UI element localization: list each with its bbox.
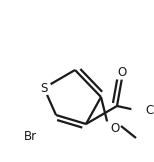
Circle shape bbox=[102, 122, 114, 134]
Text: O: O bbox=[117, 66, 127, 80]
Text: Br: Br bbox=[23, 129, 36, 143]
Circle shape bbox=[132, 101, 150, 119]
Circle shape bbox=[20, 126, 40, 146]
Text: O: O bbox=[110, 122, 119, 134]
Circle shape bbox=[116, 67, 128, 79]
Circle shape bbox=[37, 81, 51, 95]
Text: Cl: Cl bbox=[145, 104, 154, 116]
Text: S: S bbox=[40, 81, 48, 94]
